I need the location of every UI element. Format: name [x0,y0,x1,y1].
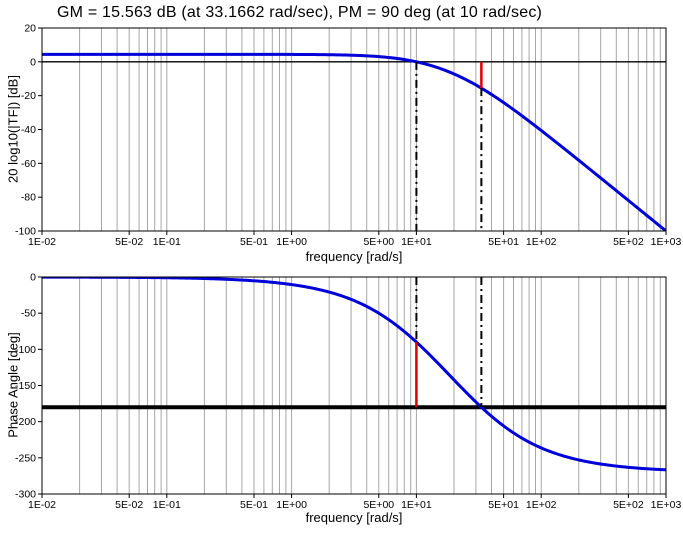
y-tick-label: -50 [21,308,36,320]
y-tick-label: -20 [21,90,36,102]
phase-x-axis-label: frequency [rad/s] [305,510,403,525]
y-tick-label: 0 [30,272,36,284]
x-tick-label: 5E-01 [240,236,268,248]
x-tick-label: 1E+00 [276,236,307,248]
x-tick-label: 1E+01 [401,236,432,248]
x-tick-label: 5E+01 [488,499,519,511]
x-tick-label: 1E-01 [153,499,181,511]
magnitude-curve [42,52,666,231]
x-tick-label: 1E+03 [651,499,682,511]
phase-plot-frame [41,276,667,495]
y-tick-label: -200 [15,416,36,428]
x-tick-label: 1E+02 [526,236,557,248]
y-tick-label: -40 [21,124,36,136]
y-tick-label: 20 [24,23,36,35]
x-tick-label: 1E-01 [153,236,181,248]
phase-curve [42,277,666,472]
x-tick-label: 5E-02 [115,236,143,248]
x-tick-label: 5E+00 [363,236,394,248]
magnitude-y-axis-label: 20 log10(|TF|) [dB] [5,75,21,183]
x-tick-label: 5E+01 [488,236,519,248]
y-tick-label: -250 [15,452,36,464]
y-tick-label: -100 [15,344,36,356]
magnitude-plot-frame [41,27,667,232]
x-tick-label: 5E-01 [240,499,268,511]
x-tick-label: 5E+02 [613,499,644,511]
x-tick-label: 1E+02 [526,499,557,511]
y-tick-label: -100 [15,226,36,238]
x-tick-label: 5E-02 [115,499,143,511]
phase-y-axis-label: Phase Angle [deg] [5,332,21,438]
x-tick-label: 5E+02 [613,236,644,248]
x-tick-label: 1E-02 [28,236,56,248]
magnitude-x-axis-label: frequency [rad/s] [305,249,403,264]
y-tick-label: -150 [15,380,36,392]
y-tick-label: 0 [30,56,36,68]
y-tick-label: -80 [21,192,36,204]
y-tick-label: -300 [15,489,36,501]
y-tick-label: -60 [21,158,36,170]
x-tick-label: 1E+00 [276,499,307,511]
x-tick-label: 5E+00 [363,499,394,511]
x-tick-label: 1E+01 [401,499,432,511]
figure-title: GM = 15.563 dB (at 33.1662 rad/sec), PM … [57,4,543,21]
x-tick-label: 1E+03 [651,236,682,248]
x-tick-label: 1E-02 [28,499,56,511]
